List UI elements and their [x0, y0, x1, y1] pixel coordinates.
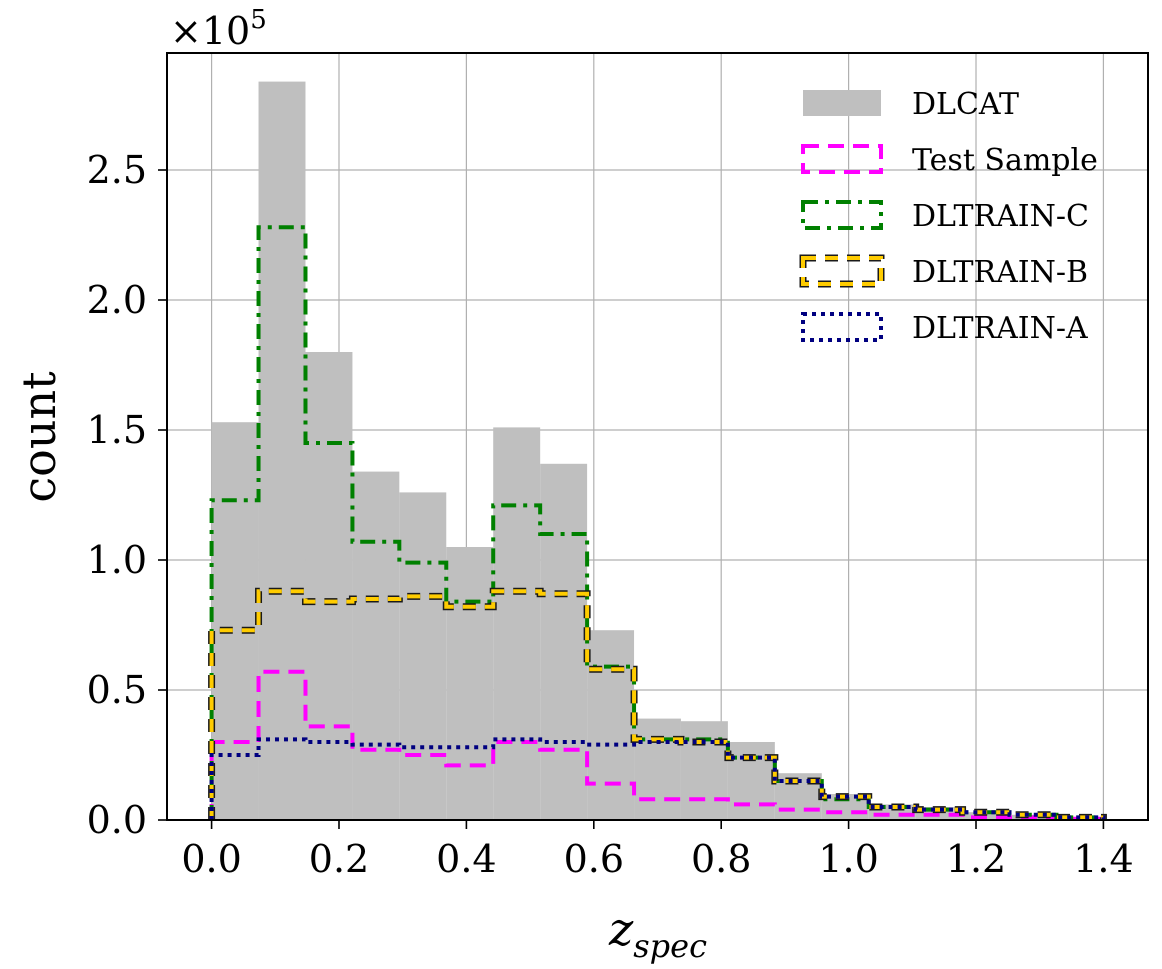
- y-tick-label: 0.5: [87, 668, 147, 712]
- step-line-dltrain-b: [209, 589, 1106, 820]
- x-tick-label: 1.4: [1073, 837, 1133, 881]
- y-tick-label: 2.5: [87, 148, 147, 192]
- x-tick-label: 1.0: [818, 837, 878, 881]
- legend-swatch-dltrain-b: [799, 254, 885, 288]
- y-tick-label: 0.0: [87, 798, 147, 842]
- legend-label-test-sample: Test Sample: [912, 143, 1098, 178]
- step-line-dltrain-a: [209, 737, 1106, 820]
- x-tick-label: 0.8: [691, 837, 751, 881]
- dlcat-bar: [305, 352, 353, 820]
- x-axis-ticks: 0.0 0.2 0.4 0.6 0.8 1.0 1.2 1.4: [181, 820, 1134, 881]
- x-tick-label: 0.2: [309, 837, 369, 881]
- y-tick-label: 1.0: [87, 538, 147, 582]
- legend-swatch-dltrain-a: [801, 312, 883, 342]
- x-tick-label: 0.0: [181, 837, 241, 881]
- dlcat-bar: [493, 427, 541, 820]
- legend-label-dltrain-a: DLTRAIN-A: [912, 311, 1088, 346]
- legend: DLCAT Test Sample DLTRAIN-C DLTRAIN-B DLTRAI…: [799, 87, 1098, 346]
- dlcat-bar: [634, 718, 681, 820]
- y-tick-label: 2.0: [87, 278, 147, 322]
- dlcat-bar: [258, 81, 306, 821]
- dlcat-bar: [352, 471, 400, 820]
- dlcat-bar: [446, 547, 494, 820]
- legend-label-dltrain-c: DLTRAIN-C: [912, 199, 1089, 234]
- y-axis-ticks: 0.0 0.5 1.0 1.5 2.0 2.5: [87, 148, 167, 842]
- x-axis-label: zspec: [608, 902, 707, 965]
- x-tick-label: 0.4: [436, 837, 496, 881]
- legend-label-dltrain-b: DLTRAIN-B: [912, 255, 1088, 290]
- x-tick-label: 0.6: [564, 837, 624, 881]
- step-series: [208, 225, 1107, 821]
- dlcat-bar: [399, 492, 447, 820]
- plot-frame: [166, 52, 1149, 821]
- legend-swatch-dltrain-c: [801, 200, 883, 230]
- legend-swatch-dltrain-b: [801, 256, 883, 286]
- dlcat-bar: [680, 721, 728, 820]
- y-multiplier: ×105: [170, 5, 267, 53]
- dlcat-bar: [587, 630, 635, 820]
- legend-swatch-test-sample: [801, 144, 883, 174]
- x-tick-label: 1.2: [946, 837, 1006, 881]
- dlcat-bar: [727, 742, 775, 820]
- dlcat-bar: [211, 422, 259, 820]
- legend-swatch-dlcat: [803, 90, 881, 116]
- y-axis-label: count: [12, 371, 66, 503]
- legend-label-dlcat: DLCAT: [912, 87, 1019, 122]
- dlcat-bars: [211, 81, 1104, 821]
- dlcat-bar: [540, 463, 588, 820]
- y-tick-label: 1.5: [87, 408, 147, 452]
